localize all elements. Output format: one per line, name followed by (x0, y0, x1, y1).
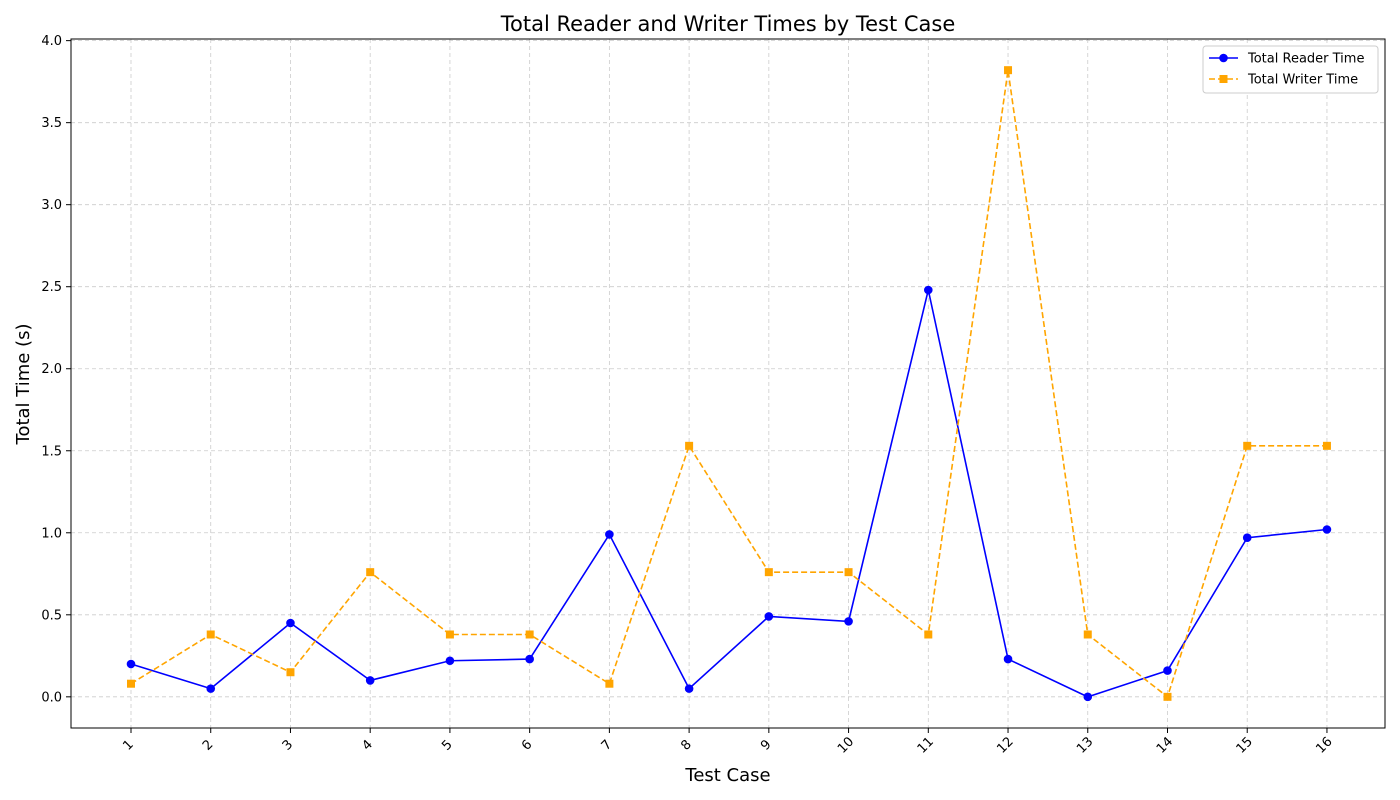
data-point (685, 441, 694, 450)
data-point (844, 568, 853, 577)
y-tick-label: 1.5 (41, 444, 62, 459)
data-point (764, 612, 774, 621)
x-axis-title: Test Case (684, 765, 770, 786)
data-point (126, 659, 136, 669)
y-tick-label: 0.5 (41, 608, 62, 623)
data-point (1003, 654, 1013, 664)
y-axis-title: Total Time (s) (13, 324, 34, 446)
x-tick-label: 8 (678, 737, 694, 753)
legend-marker (1219, 53, 1228, 63)
x-tick-label: 1 (120, 737, 136, 753)
y-tick-label: 4.0 (41, 34, 62, 49)
x-tick-label: 9 (758, 737, 774, 753)
data-point (1163, 666, 1172, 675)
data-point (1242, 533, 1252, 543)
series-line (130, 289, 1328, 698)
data-point (1243, 441, 1252, 450)
data-point (684, 684, 694, 693)
x-tick-label: 3 (280, 737, 296, 753)
data-point (286, 668, 295, 677)
chart-title: Total Reader and Writer Times by Test Ca… (500, 12, 956, 36)
data-point (1322, 525, 1332, 534)
x-tick-label: 13 (1074, 734, 1096, 756)
data-point (206, 684, 216, 693)
data-point (1163, 692, 1172, 701)
data-point (844, 617, 853, 626)
legend: Total Reader Time Total Writer Time (1202, 45, 1379, 94)
series-layer (126, 66, 1332, 702)
data-point (127, 679, 135, 688)
series-writer (127, 66, 1331, 701)
series-line (130, 70, 1327, 699)
x-tick-label: 7 (599, 737, 615, 753)
data-point (366, 568, 375, 577)
x-tick-label: 2 (200, 737, 216, 753)
x-tick-label: 12 (994, 734, 1016, 756)
plot-area-frame (70, 38, 1386, 729)
x-tick-label: 14 (1154, 734, 1176, 756)
y-tick-label: 3.5 (41, 116, 62, 131)
data-point (525, 630, 534, 639)
data-point (365, 676, 375, 685)
data-point (1322, 441, 1331, 450)
data-point (525, 654, 534, 664)
x-tick-label: 10 (835, 734, 857, 756)
x-tick-label: 4 (359, 737, 375, 753)
grid-layer (71, 39, 1385, 728)
x-tick-label: 6 (519, 737, 535, 753)
x-tick-label: 11 (915, 734, 937, 756)
data-point (445, 656, 455, 666)
data-point (605, 679, 614, 688)
data-point (924, 285, 933, 295)
series-reader (126, 285, 1332, 702)
data-point (1083, 630, 1092, 639)
y-tick-label: 0.0 (41, 690, 62, 705)
data-point (1083, 692, 1093, 702)
y-tick-label: 1.0 (41, 526, 62, 541)
legend-label: Total Reader Time (1247, 52, 1364, 67)
x-tick-label: 5 (439, 737, 455, 753)
y-tick-label: 2.5 (41, 280, 62, 295)
y-tick-label: 2.0 (41, 362, 62, 377)
x-tick-label: 16 (1313, 734, 1335, 756)
data-point (764, 568, 773, 577)
legend-marker (1219, 75, 1228, 83)
data-point (924, 630, 933, 639)
x-tick-label: 15 (1234, 734, 1256, 756)
data-point (206, 630, 215, 639)
legend-box (1202, 45, 1379, 94)
data-point (605, 530, 614, 539)
data-point (1004, 66, 1013, 75)
axis-layer: 1 2 3 4 5 6 7 8 9 10 11 12 13 14 15 160.00.51.01.52.02.… (41, 34, 1335, 757)
legend-label: Total Writer Time (1247, 73, 1358, 88)
data-point (445, 630, 454, 639)
y-tick-label: 3.0 (41, 198, 62, 213)
data-point (286, 618, 295, 628)
